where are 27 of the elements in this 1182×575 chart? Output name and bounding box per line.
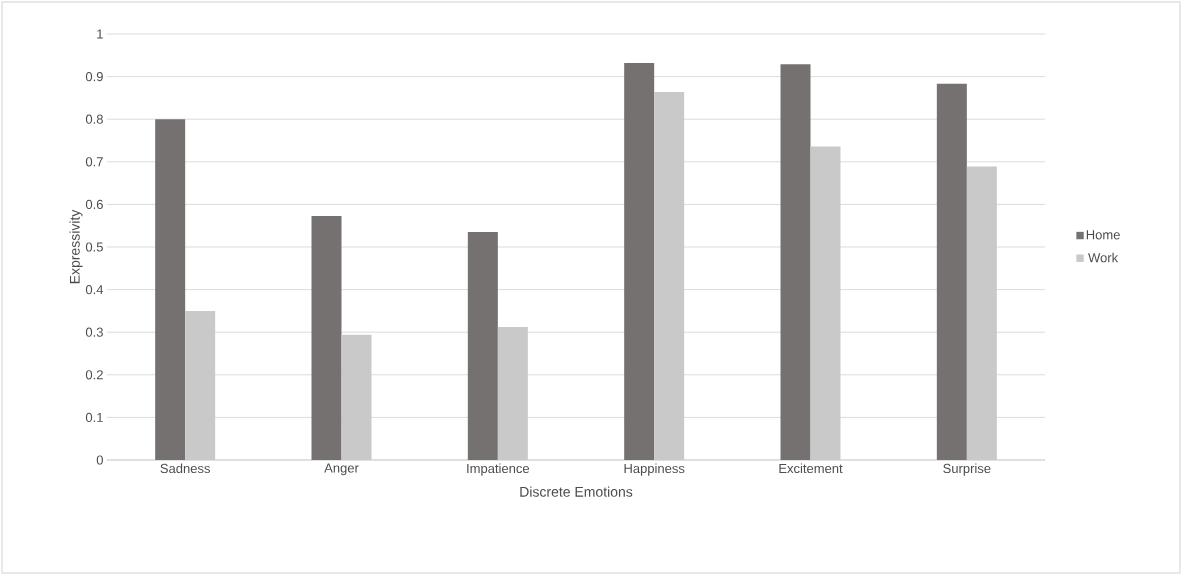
- y-tick-label: 1: [97, 29, 103, 39]
- legend-label: Work: [1088, 252, 1119, 263]
- x-tick-label: Impatience: [467, 463, 530, 476]
- bar: [780, 64, 811, 460]
- x-tick-label: Excitement: [779, 463, 843, 474]
- y-tick-label: 0.7: [85, 157, 103, 167]
- y-tick-label: 0.5: [85, 242, 103, 252]
- y-tick-label: 0.6: [85, 199, 103, 209]
- y-tick-label: 0.3: [85, 327, 103, 337]
- x-tick-label: Sadness: [160, 463, 210, 474]
- y-tick-label: 0.1: [85, 412, 103, 422]
- x-tick-label: Happiness: [624, 463, 685, 476]
- bar: [155, 119, 186, 460]
- y-axis-title: Expressivity: [69, 209, 83, 284]
- x-tick-label: Surprise: [943, 463, 991, 476]
- bar: [624, 62, 655, 460]
- y-tick-label: 0.4: [85, 284, 104, 295]
- y-tick-label: 0.8: [85, 114, 103, 124]
- y-tick-label: 0.9: [85, 71, 103, 82]
- x-tick-label: Anger: [324, 463, 359, 476]
- y-tick-label: 0.2: [85, 370, 103, 380]
- bar: [467, 232, 498, 460]
- bar: [311, 215, 342, 460]
- x-axis-title: Discrete Emotions: [520, 486, 633, 497]
- y-tick-label: 0: [96, 455, 103, 465]
- bar: [936, 83, 967, 460]
- legend-label: Home: [1086, 230, 1120, 240]
